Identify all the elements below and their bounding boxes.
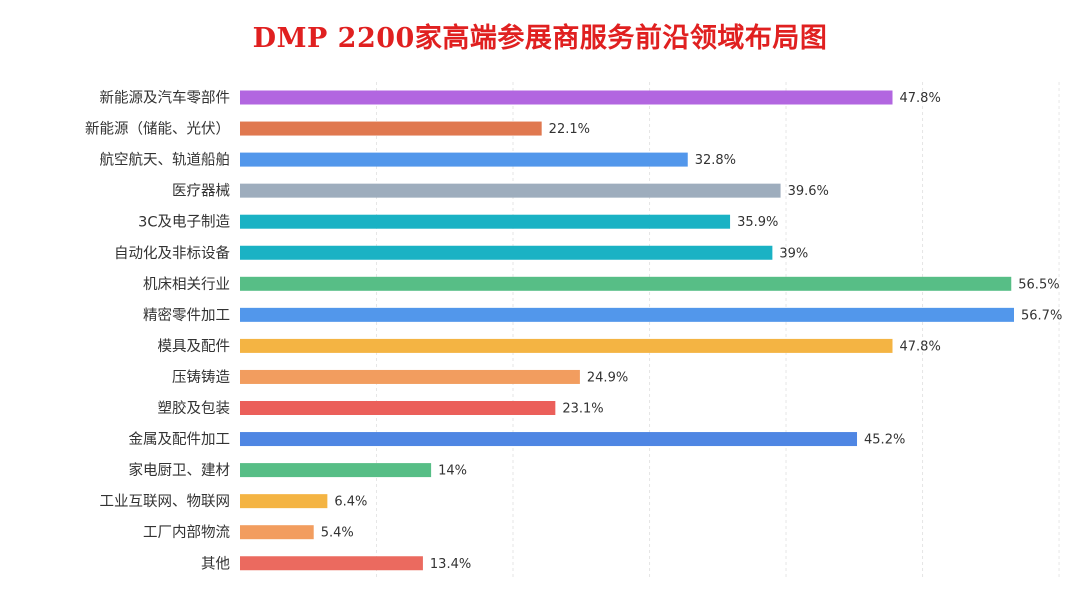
category-label: 精密零件加工 [143, 307, 230, 324]
bar[interactable] [240, 90, 893, 105]
value-label: 13.4% [430, 557, 471, 572]
value-label: 47.8% [900, 339, 941, 354]
value-label: 56.5% [1018, 277, 1059, 292]
value-label: 6.4% [334, 495, 367, 510]
bar-layer [240, 90, 1014, 571]
bar[interactable] [240, 183, 781, 198]
category-label: 塑胶及包装 [158, 400, 231, 417]
category-label: 机床相关行业 [143, 276, 230, 293]
bar[interactable] [240, 463, 432, 478]
bar[interactable] [240, 214, 731, 229]
chart-title: DMP 2200家高端参展商服务前沿领域布局图 [252, 23, 828, 54]
bar[interactable] [240, 432, 858, 447]
bar[interactable] [240, 525, 314, 540]
value-label: 47.8% [900, 91, 941, 106]
bar[interactable] [240, 152, 688, 167]
bar[interactable] [240, 494, 328, 509]
bar[interactable] [240, 556, 423, 571]
category-label: 压铸铸造 [172, 369, 230, 386]
value-label: 23.1% [562, 402, 603, 417]
category-label: 金属及配件加工 [129, 431, 231, 448]
bar[interactable] [240, 369, 580, 384]
value-label: 24.9% [587, 370, 628, 385]
category-label: 家电厨卫、建材 [129, 462, 231, 479]
category-label: 自动化及非标设备 [114, 245, 230, 262]
category-label: 航空航天、轨道船舶 [100, 152, 231, 169]
category-label: 其他 [201, 555, 230, 572]
value-label: 39.6% [788, 184, 829, 199]
category-label: 医疗器械 [172, 183, 230, 200]
value-label: 56.7% [1021, 308, 1062, 323]
value-label: 45.2% [864, 433, 905, 448]
label-layer: 新能源及汽车零部件 47.8% 新能源（储能、光伏） 22.1% 航空航天、轨道船舶 32… [85, 90, 1062, 573]
category-label: 工厂内部物流 [143, 524, 230, 541]
category-label: 3C及电子制造 [138, 214, 230, 231]
bar[interactable] [240, 401, 556, 415]
value-label: 5.4% [321, 526, 354, 541]
bar[interactable] [240, 276, 1012, 291]
bar[interactable] [240, 121, 542, 136]
category-label: 工业互联网、物联网 [100, 493, 231, 510]
value-label: 39% [779, 246, 808, 261]
bar[interactable] [240, 307, 1014, 322]
value-label: 14% [438, 464, 467, 479]
value-label: 32.8% [695, 153, 736, 168]
category-label: 新能源及汽车零部件 [100, 90, 231, 107]
category-label: 模具及配件 [158, 338, 231, 355]
bar[interactable] [240, 338, 893, 353]
bar[interactable] [240, 245, 773, 260]
grid-layer [376, 82, 1060, 577]
category-label: 新能源（储能、光伏） [85, 121, 230, 138]
value-label: 22.1% [549, 122, 590, 137]
value-label: 35.9% [737, 215, 778, 230]
